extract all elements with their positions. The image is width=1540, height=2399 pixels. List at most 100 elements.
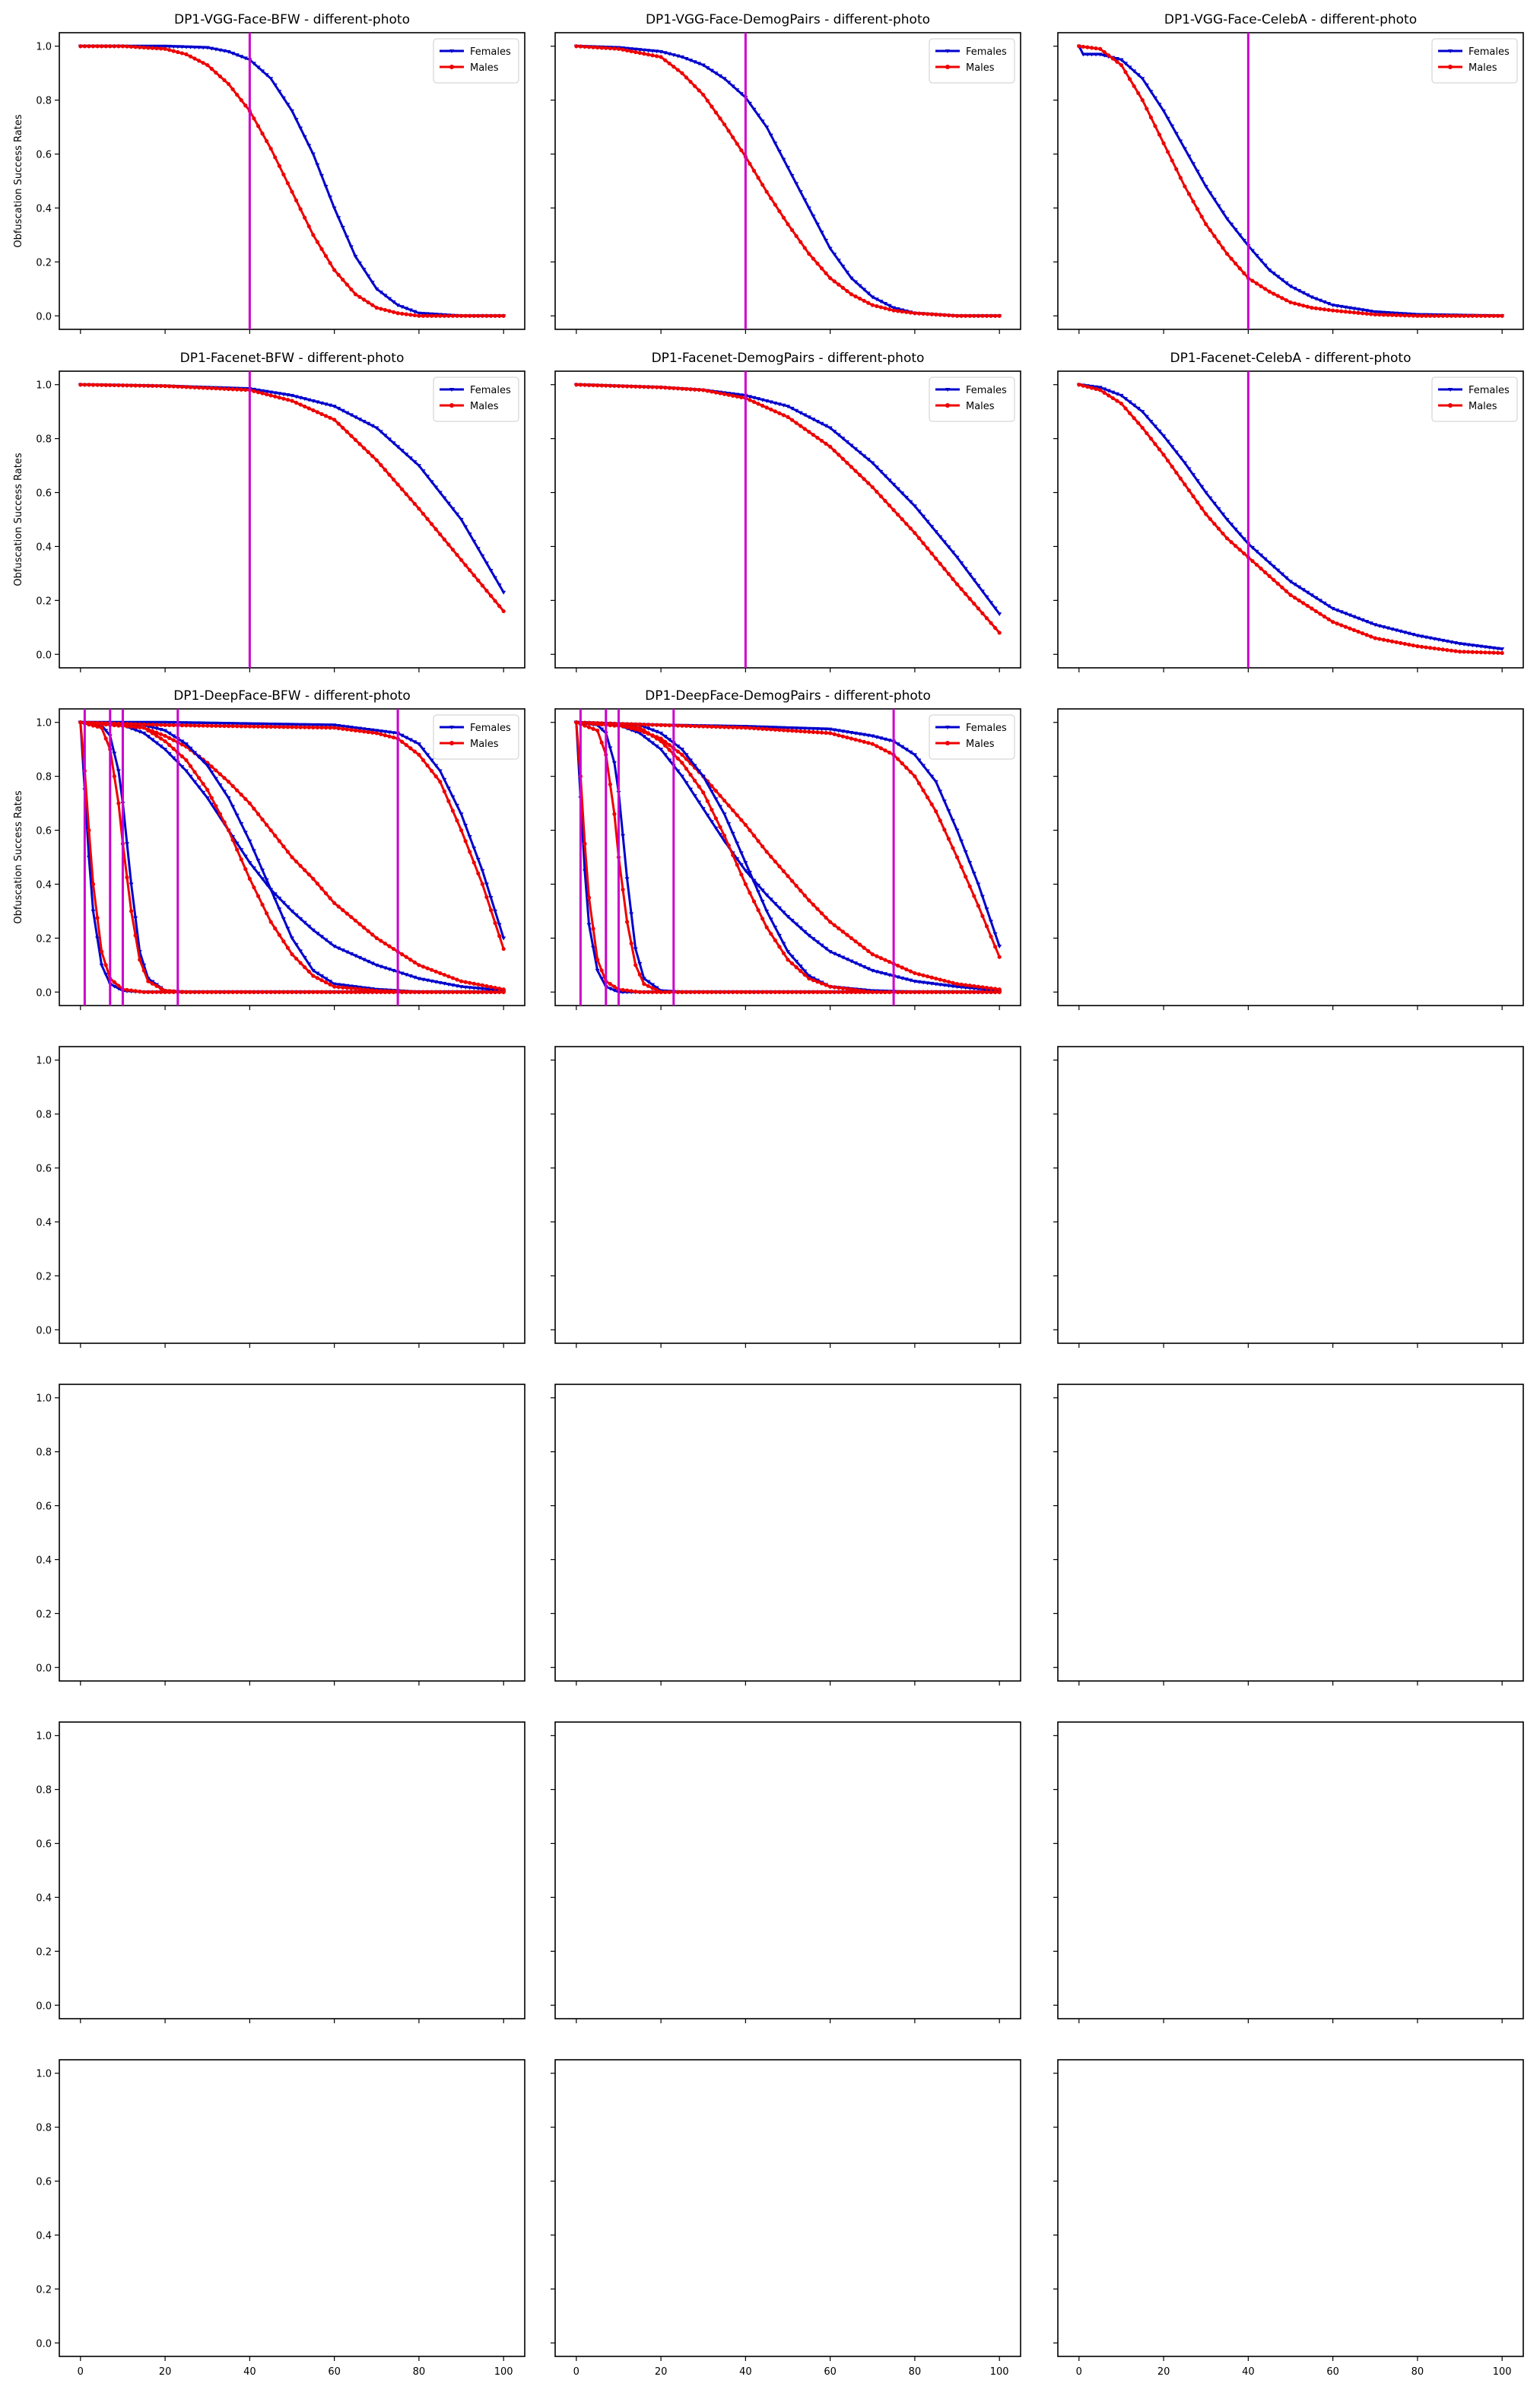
point-marker-females bbox=[260, 722, 265, 726]
point-marker-males bbox=[209, 386, 214, 391]
point-marker-males bbox=[650, 986, 655, 990]
point-marker-males bbox=[154, 383, 159, 388]
point-marker-females bbox=[475, 987, 481, 991]
point-marker-males bbox=[718, 793, 722, 798]
point-marker-males bbox=[989, 313, 993, 318]
point-marker-males bbox=[379, 732, 383, 736]
point-marker-females bbox=[171, 756, 176, 761]
point-marker-males bbox=[794, 729, 799, 733]
point-marker-females bbox=[294, 913, 299, 917]
point-marker-females bbox=[882, 301, 887, 306]
point-marker-males bbox=[1234, 544, 1238, 548]
point-marker-females bbox=[239, 822, 244, 827]
point-marker-males bbox=[87, 383, 91, 387]
point-marker-males bbox=[260, 724, 265, 729]
point-marker-males bbox=[421, 511, 426, 516]
point-marker-females bbox=[730, 84, 735, 89]
point-marker-females bbox=[806, 974, 811, 978]
point-marker-males bbox=[646, 990, 651, 994]
point-marker-males bbox=[1174, 470, 1179, 475]
point-marker-females bbox=[1381, 310, 1386, 315]
point-marker-males bbox=[1356, 310, 1361, 315]
point-marker-males bbox=[1259, 284, 1263, 288]
point-marker-males bbox=[459, 990, 464, 994]
point-marker-males bbox=[832, 448, 837, 453]
point-marker-males bbox=[722, 392, 727, 396]
point-marker-males bbox=[298, 402, 303, 407]
point-marker-females bbox=[463, 824, 468, 828]
point-marker-females bbox=[984, 907, 989, 912]
point-marker-females bbox=[929, 981, 935, 986]
point-marker-males bbox=[608, 782, 612, 786]
point-marker-females bbox=[260, 69, 265, 74]
point-marker-females bbox=[878, 736, 884, 741]
point-marker-males bbox=[387, 989, 392, 993]
point-marker-males bbox=[290, 952, 294, 957]
point-marker-males bbox=[896, 757, 900, 761]
point-marker-females bbox=[399, 305, 405, 310]
point-marker-females bbox=[1364, 620, 1370, 624]
point-marker-males bbox=[1419, 313, 1424, 318]
point-marker-males bbox=[900, 761, 904, 766]
point-marker-males bbox=[154, 990, 159, 994]
point-marker-males bbox=[450, 990, 456, 994]
point-marker-males bbox=[277, 839, 281, 844]
point-marker-females bbox=[697, 800, 702, 805]
point-marker-females bbox=[1229, 523, 1234, 527]
point-marker-males bbox=[442, 972, 446, 977]
point-marker-females bbox=[794, 182, 799, 186]
point-marker-males bbox=[1437, 647, 1441, 651]
point-marker-males bbox=[799, 990, 803, 994]
point-marker-males bbox=[433, 774, 438, 779]
point-marker-males bbox=[942, 990, 947, 994]
point-marker-males bbox=[769, 196, 773, 201]
point-marker-males bbox=[205, 386, 210, 390]
y-tick-label: 1.0 bbox=[36, 1056, 52, 1067]
point-marker-males bbox=[138, 722, 142, 726]
point-marker-females bbox=[319, 723, 324, 728]
point-marker-males bbox=[1331, 308, 1335, 313]
point-marker-males bbox=[370, 454, 375, 459]
point-marker-males bbox=[633, 722, 638, 726]
point-marker-females bbox=[357, 955, 363, 960]
point-marker-females bbox=[929, 525, 935, 529]
point-marker-males bbox=[154, 730, 159, 735]
point-marker-males bbox=[959, 865, 964, 869]
point-marker-males bbox=[361, 297, 367, 302]
point-marker-males bbox=[90, 383, 96, 387]
point-marker-females bbox=[446, 501, 451, 506]
point-marker-males bbox=[303, 725, 307, 729]
point-marker-males bbox=[311, 233, 316, 237]
point-marker-females bbox=[887, 739, 892, 743]
point-marker-males bbox=[1174, 167, 1179, 171]
point-marker-females bbox=[1241, 537, 1246, 542]
point-marker-females bbox=[404, 973, 409, 977]
point-marker-females bbox=[1191, 162, 1196, 167]
point-marker-males bbox=[997, 631, 1002, 635]
point-marker-males bbox=[832, 985, 837, 990]
point-marker-females bbox=[700, 63, 706, 68]
point-marker-males bbox=[1449, 648, 1454, 653]
point-marker-males bbox=[455, 990, 459, 994]
point-marker-males bbox=[926, 546, 930, 551]
point-marker-males bbox=[209, 796, 214, 800]
point-marker-males bbox=[845, 933, 849, 937]
point-marker-females bbox=[1249, 249, 1255, 253]
point-marker-males bbox=[133, 45, 138, 49]
point-marker-males bbox=[964, 983, 968, 987]
legend-marker-females bbox=[449, 388, 454, 392]
point-marker-females bbox=[183, 769, 189, 774]
point-marker-females bbox=[1249, 545, 1255, 550]
point-marker-males bbox=[916, 781, 922, 786]
point-marker-males bbox=[1098, 46, 1103, 51]
point-marker-males bbox=[404, 955, 408, 959]
point-marker-males bbox=[472, 573, 476, 577]
point-marker-males bbox=[959, 982, 964, 987]
point-marker-females bbox=[484, 987, 489, 992]
point-marker-males bbox=[849, 936, 854, 940]
point-marker-males bbox=[731, 808, 735, 812]
point-marker-males bbox=[976, 984, 980, 989]
point-marker-males bbox=[612, 812, 617, 816]
point-marker-males bbox=[239, 724, 243, 729]
point-marker-females bbox=[802, 969, 808, 974]
